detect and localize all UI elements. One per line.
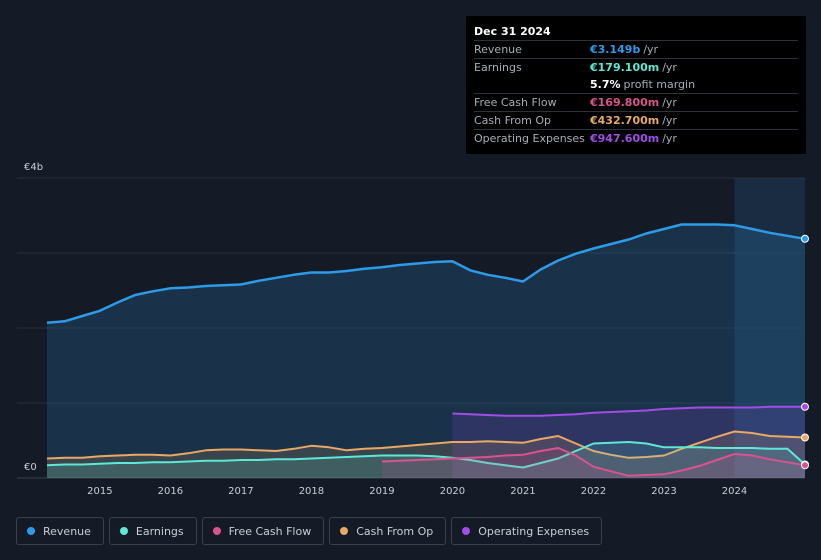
area-revenue (47, 224, 805, 478)
y-axis-top-label: €4b (24, 162, 43, 173)
line-earnings (46, 441, 806, 469)
tooltip-unit: profit margin (623, 78, 696, 91)
legend-item-earnings[interactable]: Earnings (108, 517, 197, 545)
legend-label: Free Cash Flow (228, 524, 312, 538)
gridlines (17, 177, 805, 479)
tooltip: Dec 31 2024 Revenue €3.149b /yr Earnings… (466, 16, 806, 154)
legend-label: Revenue (43, 524, 91, 538)
line-free-cash-flow (381, 447, 806, 477)
tooltip-unit: /yr (643, 43, 659, 56)
tooltip-value: 5.7% (590, 78, 621, 91)
x-tick-label: 2015 (87, 486, 112, 497)
x-tick-label: 2021 (510, 486, 535, 497)
x-axis: 2015 2016 2017 2018 2019 2020 2021 2022 2023 2024 (87, 486, 747, 497)
legend-label: Operating Expenses (478, 524, 590, 538)
tooltip-value: €169.800m (590, 96, 660, 109)
end-point-revenue (801, 234, 809, 243)
series-group (46, 223, 806, 478)
tooltip-label: Revenue (474, 43, 522, 56)
legend-item-cash-from-op[interactable]: Cash From Op (329, 517, 447, 545)
line-operating-expenses (452, 405, 805, 417)
tooltip-unit: /yr (662, 114, 677, 127)
end-point-operating-expenses (801, 402, 809, 411)
line-cash-from-op (46, 430, 806, 460)
tooltip-unit: /yr (662, 96, 677, 109)
legend-label: Cash From Op (356, 524, 434, 538)
tooltip-value: €3.149b (590, 43, 641, 56)
tooltip-label: Cash From Op (474, 114, 552, 127)
tooltip-date: Dec 31 2024 (474, 25, 551, 38)
area-cash-from-op (47, 431, 805, 478)
x-tick-label: 2016 (158, 486, 183, 497)
legend-dot-icon (462, 527, 471, 535)
x-tick-label: 2024 (722, 486, 747, 497)
legend-item-operating-expenses[interactable]: Operating Expenses (451, 517, 603, 545)
tooltip-row-fcf: Free Cash Flow €169.800m /yr (474, 93, 798, 111)
legend-dot-icon (27, 527, 35, 535)
x-tick-label: 2019 (369, 486, 394, 497)
x-tick-label: 2022 (581, 486, 606, 497)
legend-item-free-cash-flow[interactable]: Free Cash Flow (201, 517, 325, 545)
tooltip-row-cfo: Cash From Op €432.700m /yr (474, 111, 798, 129)
legend-dot-icon (119, 527, 128, 535)
end-point-cash-from-op (801, 433, 809, 442)
tooltip-label: Earnings (474, 61, 522, 74)
area-free-cash-flow (381, 448, 805, 478)
tooltip-row-margin: 5.7% profit margin (474, 76, 798, 93)
legend: Revenue Earnings Free Cash Flow Cash Fro… (16, 517, 607, 547)
y-axis-bottom-label: €0 (24, 462, 37, 473)
end-markers (801, 234, 809, 470)
tooltip-row-earnings: Earnings €179.100m /yr (474, 58, 798, 76)
x-tick-label: 2020 (440, 486, 465, 497)
legend-dot-icon (340, 527, 349, 535)
legend-item-revenue[interactable]: Revenue (16, 517, 104, 545)
tooltip-unit: /yr (662, 132, 677, 145)
tooltip-row-opex: Operating Expenses €947.600m /yr (474, 129, 798, 147)
legend-dot-icon (212, 527, 221, 535)
tooltip-row-revenue: Revenue €3.149b /yr (474, 40, 798, 58)
tooltip-label (474, 76, 590, 93)
tooltip-label: Free Cash Flow (474, 96, 557, 109)
x-tick-label: 2023 (651, 486, 676, 497)
end-point-free-cash-flow (801, 461, 809, 470)
tooltip-unit: /yr (662, 61, 677, 74)
legend-label: Earnings (135, 524, 184, 538)
x-tick-label: 2018 (299, 486, 324, 497)
tooltip-value: €432.700m (590, 114, 660, 127)
x-tick-label: 2017 (228, 486, 253, 497)
tooltip-label: Operating Expenses (474, 132, 585, 145)
line-revenue (46, 223, 806, 325)
tooltip-value: €179.100m (590, 61, 660, 74)
tooltip-value: €947.600m (590, 132, 660, 145)
